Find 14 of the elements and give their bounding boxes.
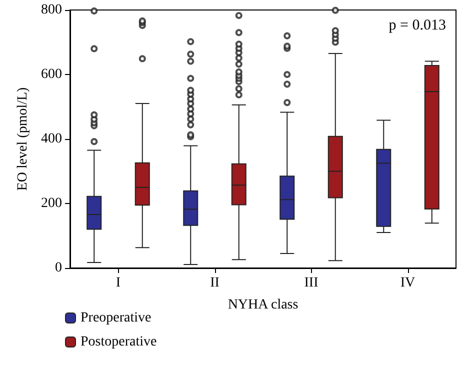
y-axis-title: EO level (pmol/L): [16, 86, 30, 191]
x-tick-label: I: [116, 276, 121, 290]
legend-label: Preoperative: [80, 310, 152, 326]
y-tick-label: 800: [41, 2, 62, 18]
x-tick-label: II: [210, 276, 220, 290]
legend-label: Postoperative: [80, 334, 157, 350]
y-tick-label: 200: [41, 196, 62, 211]
x-tick-label: III: [304, 276, 319, 290]
annotation: p = 0.013: [388, 18, 446, 34]
x-axis-title: NYHA class: [228, 298, 298, 312]
y-tick-label: 400: [41, 132, 62, 146]
y-tick-label: 600: [41, 67, 62, 82]
y-tick-label: 0: [55, 260, 62, 276]
x-tick-label: IV: [400, 276, 416, 290]
